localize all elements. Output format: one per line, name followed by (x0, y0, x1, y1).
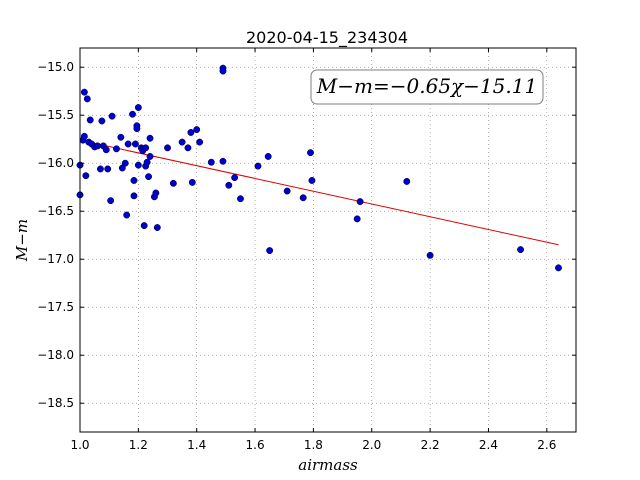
data-point (219, 157, 227, 165)
data-point (187, 129, 195, 136)
data-point (140, 222, 148, 230)
data-point (123, 211, 131, 219)
data-point (102, 146, 110, 154)
data-point (193, 126, 201, 134)
plot-area (80, 48, 576, 432)
x-axis-label: airmass (298, 456, 358, 474)
chart-title: 2020-04-15_234304 (246, 28, 408, 48)
y-tick-label: −16.0 (37, 156, 74, 170)
data-point (164, 144, 171, 152)
data-point (207, 158, 215, 166)
data-point (98, 117, 106, 125)
y-tick-label: −16.5 (37, 204, 74, 218)
data-point (145, 173, 153, 181)
y-tick-label: −17.5 (37, 300, 74, 314)
plot-border (79, 47, 577, 433)
data-points (76, 64, 562, 272)
data-point (133, 125, 141, 133)
data-point (403, 177, 411, 185)
grid-lines (79, 48, 576, 432)
annotation-box (310, 69, 544, 105)
data-point (153, 224, 161, 231)
data-point (131, 140, 139, 148)
data-point (134, 161, 142, 169)
y-tick-label: −15.0 (37, 60, 74, 74)
y-tick-label: −17.0 (37, 252, 74, 266)
data-point (124, 140, 132, 148)
data-point (86, 116, 94, 124)
x-tick-label: 1.2 (129, 438, 148, 452)
data-point (152, 189, 160, 197)
x-tick-label: 2.2 (421, 438, 440, 452)
data-point (146, 134, 154, 142)
data-point (254, 162, 262, 170)
data-point (178, 138, 186, 146)
data-point (219, 67, 227, 75)
x-tick-label: 1.4 (187, 438, 206, 452)
fit-line (79, 139, 559, 246)
data-point (113, 145, 120, 153)
data-point (308, 177, 316, 184)
x-tick-label: 2.0 (362, 438, 381, 452)
data-point (142, 144, 150, 152)
data-point (426, 251, 434, 259)
data-point (517, 246, 525, 254)
data-point (299, 194, 307, 202)
data-point (555, 264, 562, 272)
y-tick-label: −18.5 (37, 396, 74, 410)
data-point (104, 165, 112, 173)
data-point (134, 104, 142, 111)
data-point (143, 158, 151, 166)
data-point (307, 149, 314, 157)
data-point (130, 177, 138, 184)
fit-equation-label: M−m=−0.65χ−15.11 (316, 74, 537, 98)
data-point (353, 215, 361, 223)
data-point (96, 165, 104, 173)
data-point (184, 144, 192, 152)
data-point (146, 153, 154, 160)
x-tick-label: 2.6 (537, 438, 556, 452)
data-point (283, 187, 291, 195)
data-point (225, 181, 233, 189)
data-point (237, 195, 244, 203)
data-point (83, 95, 91, 103)
x-tick-label: 1.0 (70, 438, 89, 452)
data-point (107, 197, 115, 205)
data-point (82, 172, 90, 180)
x-tick-label: 2.4 (479, 438, 498, 452)
data-point (264, 153, 272, 160)
x-tick-label: 1.8 (304, 438, 323, 452)
y-tick-label: −15.5 (37, 108, 74, 122)
data-point (356, 198, 364, 206)
data-point (266, 247, 274, 255)
data-point (80, 88, 88, 96)
data-point (231, 174, 239, 182)
data-point (121, 159, 129, 167)
data-point (196, 138, 204, 146)
y-axis-label: M−m (13, 219, 31, 262)
data-point (108, 112, 116, 120)
data-point (188, 178, 196, 186)
data-point (117, 133, 125, 141)
data-point (169, 179, 177, 187)
x-tick-label: 1.6 (246, 438, 265, 452)
y-tick-label: −18.0 (37, 348, 74, 362)
fit-line-group (79, 139, 559, 246)
data-point (80, 132, 88, 140)
axis-ticks: 1.0 1.2 1.4 1.6 1.8 2.0 2.2 2.4 2.6 −15.0 −15.5 −16… (37, 48, 576, 452)
data-point (129, 110, 136, 118)
data-point (94, 142, 101, 150)
data-point (130, 192, 138, 200)
